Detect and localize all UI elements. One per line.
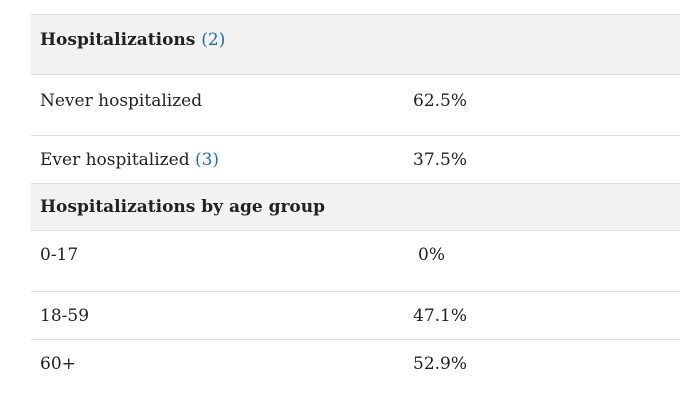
row-value: 37.5%	[413, 150, 468, 170]
section-header-text: Hospitalizations	[40, 30, 196, 50]
row-label: Ever hospitalized (3)	[40, 149, 219, 171]
footnote-link-2[interactable]: (2)	[201, 30, 226, 50]
table-row: Never hospitalized 62.5%	[31, 74, 680, 135]
row-label-text: Ever hospitalized	[40, 150, 190, 170]
row-value: 0%	[418, 245, 445, 265]
table-row: 60+ 52.9%	[31, 339, 680, 399]
footnote-link-3[interactable]: (3)	[194, 150, 220, 170]
row-label: 18-59	[40, 306, 90, 326]
row-value: 52.9%	[413, 354, 468, 374]
row-label: 60+	[40, 354, 76, 374]
hospitalizations-table: Hospitalizations (2) Never hospitalized …	[31, 14, 680, 399]
row-value: 62.5%	[413, 91, 468, 111]
table-section-header-hospitalizations: Hospitalizations (2)	[31, 14, 680, 74]
section-header-label: Hospitalizations (2)	[40, 29, 225, 51]
row-value: 47.1%	[413, 306, 468, 326]
table-section-header-age-group: Hospitalizations by age group	[31, 183, 680, 230]
table-row: Ever hospitalized (3) 37.5%	[31, 135, 680, 183]
row-label: 0-17	[40, 245, 79, 265]
row-label: Never hospitalized	[40, 91, 203, 111]
section-header-label: Hospitalizations by age group	[40, 197, 326, 217]
table-row: 18-59 47.1%	[31, 291, 680, 339]
table-row: 0-17 0%	[31, 230, 680, 291]
